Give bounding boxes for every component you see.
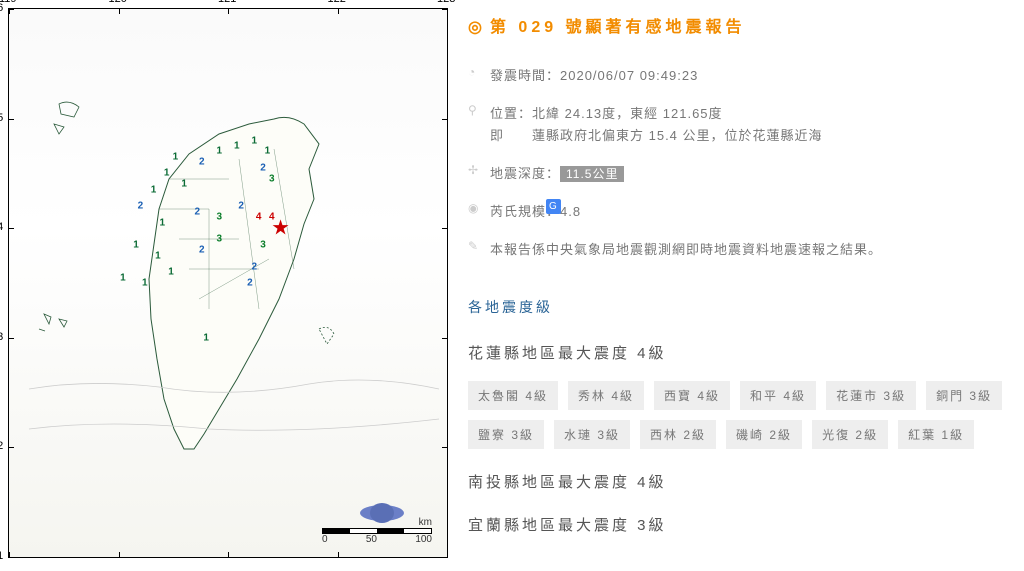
report-title: ◎第 029 號顯著有感地震報告 (468, 13, 1016, 37)
seismic-map: km 0 50 100 1191201211221232625242322211… (8, 8, 448, 558)
intensity-chip: 和平 4級 (740, 381, 816, 410)
page-container: km 0 50 100 1191201211221232625242322211… (0, 0, 1024, 566)
scale-0: 0 (322, 534, 328, 545)
time-value: 2020/06/07 09:49:23 (560, 68, 698, 83)
intensity-chip: 西林 2級 (640, 420, 716, 449)
scale-50: 50 (366, 534, 377, 545)
intensity-marker: 1 (181, 179, 187, 190)
intensity-marker: 2 (260, 162, 266, 173)
intensity-chip: 西寶 4級 (654, 381, 730, 410)
intensity-marker: 3 (269, 173, 275, 184)
location-line2: 即 蓮縣政府北偏東方 15.4 公里，位於花蓮縣近海 (490, 128, 823, 143)
intensity-chip: 銅門 3級 (926, 381, 1002, 410)
pin-icon: ⚲ (468, 103, 482, 117)
info-time: ◔ 發震時間：2020/06/07 09:49:23 (468, 65, 1016, 87)
intensity-marker: 1 (203, 332, 209, 343)
intensity-chip: 太魯閣 4級 (468, 381, 558, 410)
depth-label: 地震深度： (490, 166, 560, 181)
lon-tick-label: 120 (109, 0, 127, 5)
intensity-marker: 1 (251, 135, 257, 146)
map-column: km 0 50 100 1191201211221232625242322211… (8, 8, 448, 558)
scale-100: 100 (415, 534, 432, 545)
lon-tick-label: 122 (328, 0, 346, 5)
intensity-chip: 磯崎 2級 (726, 420, 802, 449)
intensity-marker: 1 (168, 267, 174, 278)
intensity-marker: 1 (160, 217, 166, 228)
intensity-chip: 鹽寮 3級 (468, 420, 544, 449)
intensity-chip: 花蓮市 3級 (826, 381, 916, 410)
intensity-marker: 2 (238, 201, 244, 212)
intensity-marker: 1 (173, 151, 179, 162)
time-label: 發震時間： (490, 68, 560, 83)
scale-unit-label: km (322, 517, 432, 528)
intensity-marker: 2 (251, 261, 257, 272)
depth-icon: ✢ (468, 163, 482, 177)
intensity-chip: 光復 2級 (812, 420, 888, 449)
lat-tick-label: 22 (0, 440, 3, 452)
report-title-text: 第 029 號顯著有感地震報告 (490, 19, 746, 36)
intensity-marker: 1 (155, 250, 161, 261)
intensity-marker: 2 (199, 157, 205, 168)
lon-tick-label: 121 (218, 0, 236, 5)
intensity-marker: 2 (195, 206, 201, 217)
info-depth: ✢ 地震深度：11.5公里 (468, 163, 1016, 185)
translate-badge-icon[interactable]: G (546, 199, 561, 214)
intensity-marker: 1 (164, 168, 170, 179)
intensity-chip: 水璉 3級 (554, 420, 630, 449)
location-label: 位置： (490, 106, 532, 121)
lat-tick-label: 23 (0, 331, 3, 343)
lon-tick-label: 123 (437, 0, 455, 5)
info-column: ◎第 029 號顯著有感地震報告 ◔ 發震時間：2020/06/07 09:49… (468, 8, 1016, 558)
info-note: ✎ 本報告係中央氣象局地震觀測網即時地震資料地震速報之結果。 (468, 239, 1016, 261)
intensity-marker: 1 (142, 278, 148, 289)
intensity-marker: 1 (120, 272, 126, 283)
intensity-chip: 紅葉 1級 (898, 420, 974, 449)
epicenter-icon: ★ (272, 218, 288, 239)
intensity-marker: 3 (216, 212, 222, 223)
intensity-marker: 1 (216, 146, 222, 157)
region-title: 宜蘭縣地區最大震度 3級 (468, 514, 1016, 535)
lat-tick-label: 21 (0, 550, 3, 562)
regions-container: 花蓮縣地區最大震度 4級太魯閣 4級秀林 4級西寶 4級和平 4級花蓮市 3級銅… (468, 342, 1016, 535)
lat-tick-label: 24 (0, 221, 3, 233)
intensity-marker: 3 (260, 239, 266, 250)
location-line1: 北緯 24.13度，東經 121.65度 (532, 106, 723, 121)
info-location: ⚲ 位置：北緯 24.13度，東經 121.65度 即 蓮縣政府北偏東方 15.… (468, 103, 1016, 147)
intensity-marker: 2 (199, 245, 205, 256)
intensity-chip: 秀林 4級 (568, 381, 644, 410)
scale-bar: km 0 50 100 (322, 517, 432, 545)
section-header: 各地震度級 (468, 297, 1016, 317)
intensity-marker: 3 (216, 234, 222, 245)
taiwan-outline (9, 9, 449, 559)
intensity-marker: 1 (133, 239, 139, 250)
lat-tick-label: 25 (0, 112, 3, 124)
intensity-marker: 2 (247, 278, 253, 289)
region-title: 花蓮縣地區最大震度 4級 (468, 342, 1016, 363)
clock-icon: ◔ (468, 65, 482, 79)
note-icon: ✎ (468, 239, 482, 253)
intensity-marker: 1 (234, 141, 240, 152)
intensity-marker: 2 (138, 201, 144, 212)
lat-tick-label: 26 (0, 2, 3, 14)
bullet-icon: ◎ (468, 19, 486, 36)
intensity-chips: 太魯閣 4級秀林 4級西寶 4級和平 4級花蓮市 3級銅門 3級鹽寮 3級水璉 … (468, 381, 1016, 449)
magnitude-icon: ◉ (468, 201, 482, 215)
note-text: 本報告係中央氣象局地震觀測網即時地震資料地震速報之結果。 (490, 239, 882, 261)
intensity-marker: 1 (151, 184, 157, 195)
magnitude-value: 4.8 (560, 204, 581, 219)
depth-value: 11.5公里 (560, 166, 624, 182)
region-title: 南投縣地區最大震度 4級 (468, 471, 1016, 492)
intensity-marker: 4 (256, 212, 262, 223)
intensity-marker: 1 (265, 146, 271, 157)
